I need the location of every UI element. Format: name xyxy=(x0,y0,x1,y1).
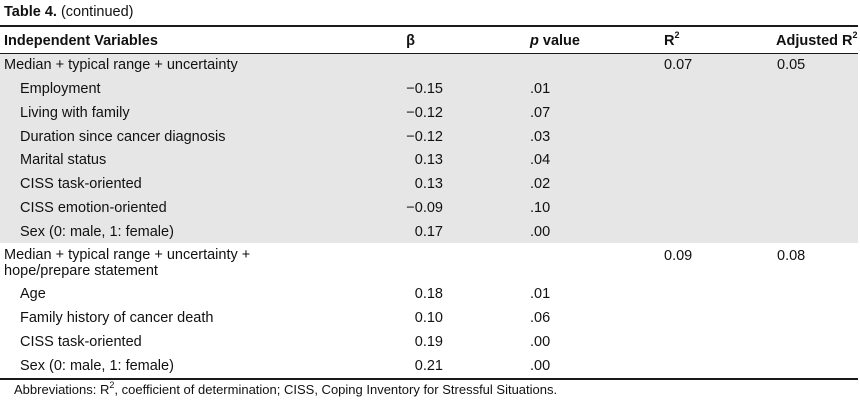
header-rule xyxy=(0,53,858,54)
row-beta: −0.09 xyxy=(406,200,443,216)
row-variable: Duration since cancer diagnosis xyxy=(20,129,226,145)
row-p-value: .03 xyxy=(530,129,551,145)
row-beta: 0.10 xyxy=(414,310,443,326)
header-independent-variables: Independent Variables xyxy=(4,33,158,49)
bottom-rule xyxy=(0,378,858,380)
row-variable: Sex (0: male, 1: female) xyxy=(20,358,174,374)
table-row: Age 0.18 .01 xyxy=(0,284,858,306)
header-adjusted-r2: Adjusted R2 xyxy=(776,30,858,52)
row-beta: 0.18 xyxy=(414,286,443,302)
row-p-value: .00 xyxy=(530,358,551,374)
row-beta: 0.17 xyxy=(414,224,443,240)
row-variable: Living with family xyxy=(20,105,130,121)
footnote-sup: 2 xyxy=(109,379,115,390)
row-p-value: .06 xyxy=(530,310,551,326)
group1-adjusted-r2: 0.05 xyxy=(777,57,806,73)
header-p-rest: value xyxy=(538,33,580,49)
table-caption-label: Table 4. xyxy=(4,4,57,20)
header-p-value: p value xyxy=(530,30,580,52)
group2-model-label: Median + typical range + uncertainty + ho… xyxy=(4,247,250,279)
row-beta: −0.12 xyxy=(406,129,443,145)
row-variable: CISS task-oriented xyxy=(20,334,142,350)
group2-r2: 0.09 xyxy=(664,248,693,264)
row-variable: Family history of cancer death xyxy=(20,310,214,326)
row-variable: Employment xyxy=(20,81,101,97)
header-r2-base: R xyxy=(664,33,675,49)
header-adjusted-sup: 2 xyxy=(852,30,858,41)
group2-model-line1: Median + typical range + uncertainty + xyxy=(4,247,251,263)
row-variable: Age xyxy=(20,286,46,302)
table-caption: Table 4. (continued) xyxy=(4,2,134,24)
group1-model-row: Median + typical range + uncertainty 0.0… xyxy=(0,55,858,77)
group2-model-row: Median + typical range + uncertainty + ho… xyxy=(0,246,858,282)
group1-r2: 0.07 xyxy=(664,57,693,73)
row-p-value: .04 xyxy=(530,152,551,168)
table-row: Duration since cancer diagnosis −0.12 .0… xyxy=(0,127,858,149)
row-p-value: .01 xyxy=(530,286,551,302)
group2-adjusted-r2: 0.08 xyxy=(777,248,806,264)
footnote-prefix: Abbreviations: R xyxy=(14,382,110,397)
header-r2: R2 xyxy=(664,30,680,52)
header-p-italic: p xyxy=(530,33,539,49)
row-beta: 0.13 xyxy=(414,152,443,168)
table-row: Family history of cancer death 0.10 .06 xyxy=(0,308,858,330)
table-row: Sex (0: male, 1: female) 0.17 .00 xyxy=(0,222,858,244)
row-beta: 0.21 xyxy=(414,358,443,374)
group2-model-line2: hope/prepare statement xyxy=(4,263,158,279)
row-p-value: .00 xyxy=(530,224,551,240)
table-caption-text: (continued) xyxy=(60,4,134,20)
row-beta: 0.13 xyxy=(414,176,443,192)
row-p-value: .00 xyxy=(530,334,551,350)
header-beta: β xyxy=(406,33,415,49)
table-header-row: Independent Variables β p value R2 Adjus… xyxy=(0,30,858,52)
row-beta: 0.19 xyxy=(414,334,443,350)
row-p-value: .10 xyxy=(530,200,551,216)
row-variable: Sex (0: male, 1: female) xyxy=(20,224,174,240)
table-row: CISS task-oriented 0.19 .00 xyxy=(0,332,858,354)
table-row: CISS task-oriented 0.13 .02 xyxy=(0,174,858,196)
row-variable: CISS emotion-oriented xyxy=(20,200,167,216)
top-rule xyxy=(0,25,858,27)
footnote-rest: , coefficient of determination; CISS, Co… xyxy=(114,382,558,397)
row-p-value: .01 xyxy=(530,81,551,97)
group1-block xyxy=(0,54,858,243)
row-variable: CISS task-oriented xyxy=(20,176,142,192)
table-row: Employment −0.15 .01 xyxy=(0,79,858,101)
row-p-value: .07 xyxy=(530,105,551,121)
table-row: Living with family −0.12 .07 xyxy=(0,103,858,125)
table-footnote: Abbreviations: R2, coefficient of determ… xyxy=(14,379,558,398)
group1-model-label: Median + typical range + uncertainty xyxy=(4,57,238,73)
header-adjusted-base: Adjusted R xyxy=(776,33,853,49)
table-row: Marital status 0.13 .04 xyxy=(0,150,858,172)
table-row: Sex (0: male, 1: female) 0.21 .00 xyxy=(0,356,858,378)
row-beta: −0.15 xyxy=(406,81,443,97)
row-variable: Marital status xyxy=(20,152,107,168)
row-beta: −0.12 xyxy=(406,105,443,121)
row-p-value: .02 xyxy=(530,176,551,192)
header-r2-sup: 2 xyxy=(674,30,680,41)
table-row: CISS emotion-oriented −0.09 .10 xyxy=(0,198,858,220)
